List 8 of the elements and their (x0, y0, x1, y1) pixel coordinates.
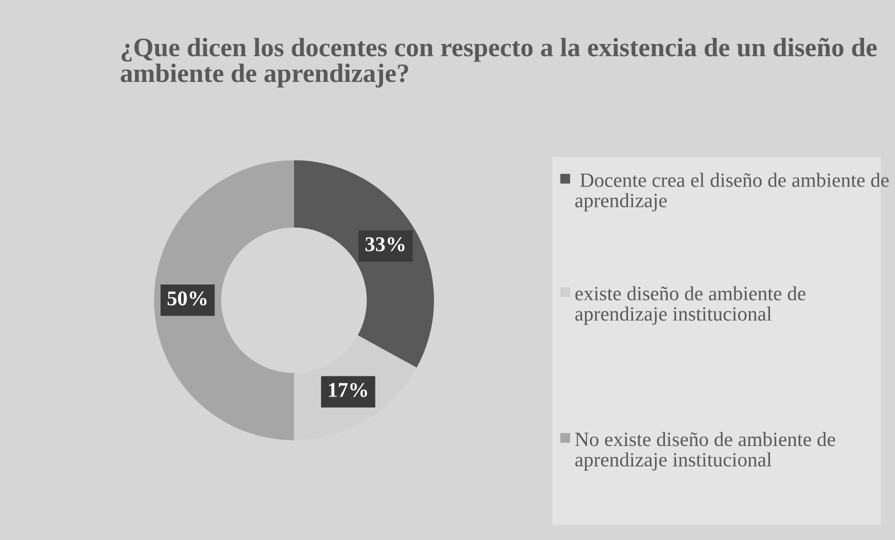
chart-title: ¿Que dicen los docentes con respecto a la existencia de un diseño de ambiente de aprendizaje? (120, 38, 877, 88)
data-label: 50% (168, 291, 207, 306)
data-label: 17% (328, 382, 368, 398)
legend-label: No existe diseño de ambiente de aprendizaje institucional (575, 432, 836, 471)
legend-label: existe diseño de ambiente de aprendizaje institucional (575, 286, 806, 325)
legend-label: Docente crea el diseño de ambiente de aprendizaje (575, 172, 889, 212)
data-label: 33% (366, 237, 404, 252)
donut-slice (154, 160, 294, 440)
